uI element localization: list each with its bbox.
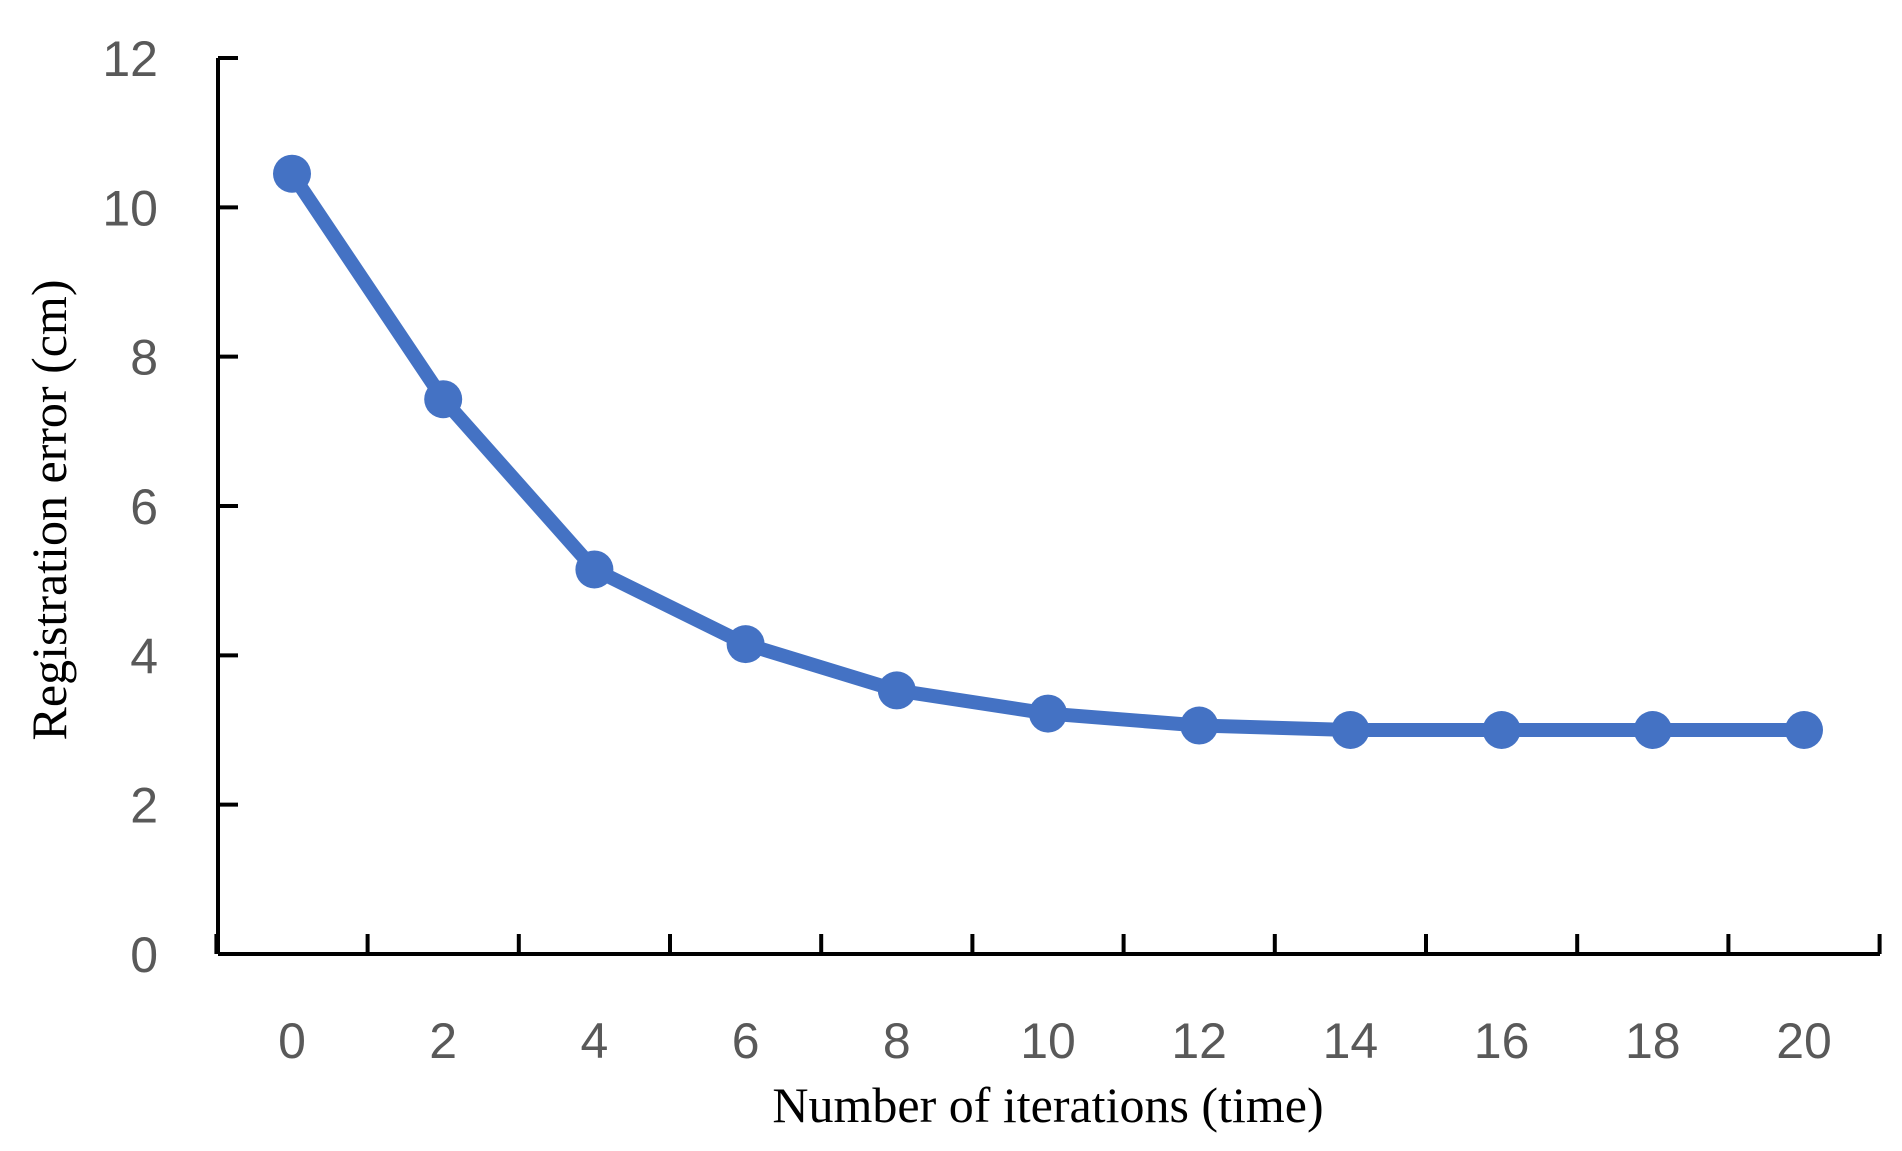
y-axis: 0 2 4 6 8 10 12 [102, 31, 238, 983]
data-point [1633, 711, 1672, 749]
y-tick-label: 12 [102, 31, 158, 87]
data-point [1331, 711, 1370, 749]
y-tick-label: 4 [130, 628, 158, 684]
x-tick-label: 14 [1323, 1013, 1379, 1069]
series-line [285, 166, 1811, 737]
data-point [1180, 706, 1219, 745]
y-tick-label: 10 [102, 180, 158, 236]
x-tick-label: 8 [883, 1013, 911, 1069]
x-tick-label: 4 [580, 1013, 608, 1069]
x-tick-label: 10 [1020, 1013, 1076, 1069]
data-point [726, 625, 765, 664]
data-point [424, 380, 463, 419]
x-axis: 0 2 4 6 8 10 12 14 16 18 20 [214, 934, 1882, 1069]
x-tick-label: 0 [278, 1013, 306, 1069]
x-tick-label: 18 [1625, 1013, 1681, 1069]
data-point [273, 154, 311, 193]
y-axis-title: Registration error (cm) [21, 280, 77, 741]
x-tick-label: 20 [1776, 1013, 1832, 1069]
data-point [1482, 711, 1521, 749]
series-layer [273, 154, 1823, 749]
x-axis-title: Number of iterations (time) [772, 1077, 1323, 1133]
y-tick-label: 0 [130, 927, 158, 983]
data-point [575, 550, 614, 589]
data-point [1785, 711, 1823, 749]
y-tick-label: 8 [130, 330, 158, 386]
data-point [877, 671, 916, 710]
y-tick-label: 6 [130, 479, 158, 535]
x-tick-label: 16 [1474, 1013, 1530, 1069]
x-tick-label: 6 [732, 1013, 760, 1069]
x-tick-label: 12 [1171, 1013, 1227, 1069]
data-point [1029, 694, 1067, 733]
y-tick-label: 2 [130, 778, 158, 834]
x-tick-label: 2 [429, 1013, 457, 1069]
